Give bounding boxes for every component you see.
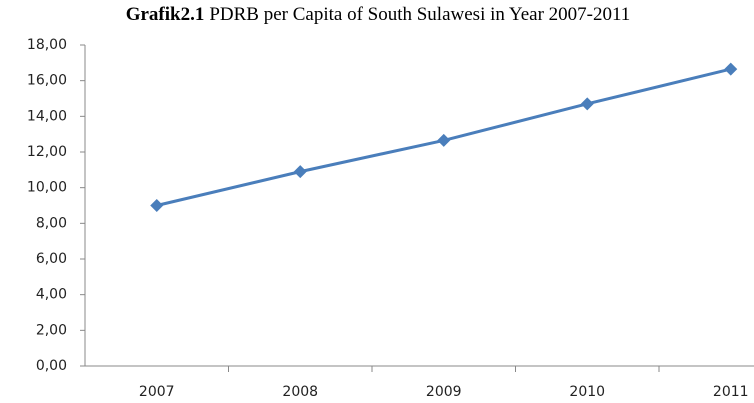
y-tick-label: 12,00 (27, 144, 67, 160)
point-marker (724, 62, 738, 76)
x-tick-label: 2007 (139, 384, 175, 400)
point-marker (293, 165, 307, 179)
x-tick-label: 2010 (569, 384, 605, 400)
point-marker (437, 133, 451, 147)
y-tick-label: 10,00 (27, 180, 67, 196)
x-tick-label: 2011 (713, 384, 749, 400)
x-tick-label: 2008 (282, 384, 318, 400)
y-tick-label: 6,00 (36, 251, 67, 267)
y-tick-label: 0,00 (36, 358, 67, 374)
point-marker (150, 199, 164, 212)
x-tick-label: 2009 (426, 384, 462, 400)
y-tick-label: 4,00 (36, 287, 67, 303)
y-tick-label: 14,00 (27, 108, 67, 124)
y-tick-label: 18,00 (27, 37, 67, 53)
y-tick-label: 2,00 (36, 322, 67, 338)
point-marker (580, 97, 594, 111)
y-tick-label: 8,00 (36, 215, 67, 231)
chart-title-group: Grafik2.1 PDRB per Capita of South Sulawe… (126, 4, 631, 25)
chart-title-label: Grafik2.1 (126, 4, 205, 25)
y-tick-label: 16,00 (27, 73, 67, 89)
chart-title: PDRB per Capita of South Sulawesi in Yea… (209, 4, 630, 25)
